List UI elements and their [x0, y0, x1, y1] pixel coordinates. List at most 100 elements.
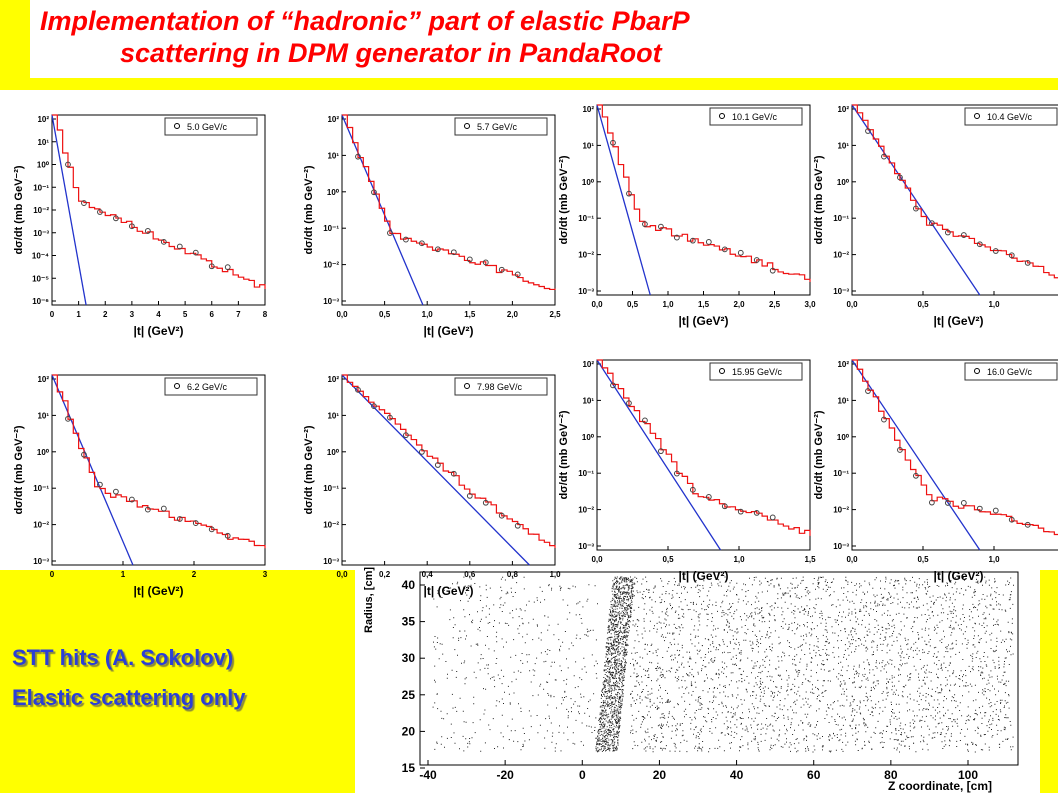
data-point — [737, 508, 744, 515]
y-tick-label: 10⁻³ — [323, 297, 339, 306]
data-point — [387, 230, 393, 236]
y-tick-label: 10⁻² — [578, 251, 594, 260]
data-point — [97, 209, 103, 215]
data-point — [944, 500, 951, 506]
legend-marker — [719, 368, 725, 374]
legend-text: 16.0 GeV/c — [987, 367, 1033, 377]
y-tick-label: 10⁻² — [833, 506, 849, 515]
y-tick-label: 10⁰ — [327, 188, 340, 197]
legend-text: 7.98 GeV/c — [477, 382, 523, 392]
y-tick-label: 10⁰ — [837, 178, 850, 187]
legend-box — [964, 107, 1058, 126]
plot-frame — [51, 114, 266, 306]
data-point — [466, 256, 473, 263]
histogram — [852, 104, 1058, 279]
plot-frame — [341, 374, 556, 566]
data-point — [992, 248, 999, 254]
plot-frame — [596, 104, 811, 296]
x-tick-label: 8 — [263, 310, 268, 319]
y-tick-label: 10⁻³ — [33, 229, 49, 238]
y-tick-label: 10⁻¹ — [323, 224, 339, 233]
data-point — [689, 486, 696, 493]
y-tick-label: 10⁻⁶ — [32, 297, 49, 306]
x-tick-label: 0,0 — [336, 570, 348, 579]
data-point — [355, 386, 361, 393]
legend-marker — [464, 123, 470, 129]
data-point — [928, 499, 935, 506]
data-point — [1008, 516, 1015, 523]
y-tick-label: 10¹ — [37, 411, 49, 420]
y-tick-label: 10¹ — [837, 396, 849, 405]
legend-box — [964, 362, 1058, 381]
data-point — [97, 481, 103, 488]
y-axis-label: dσ/dt (mb GeV⁻²) — [13, 165, 25, 254]
data-point — [881, 153, 887, 160]
legend-marker — [464, 383, 470, 389]
x-tick-label: 1 — [76, 310, 81, 319]
data-point — [434, 462, 441, 468]
legend-box — [454, 117, 548, 136]
x-tick-label: 3 — [130, 310, 135, 319]
data-point — [482, 499, 489, 506]
data-point — [689, 237, 696, 244]
y-tick-label: 10⁻³ — [578, 542, 594, 551]
data-point — [610, 382, 616, 389]
x-tick-label: 80 — [884, 768, 898, 782]
y-tick-label: 10⁰ — [582, 178, 595, 187]
y-tick-label: 10⁻⁴ — [32, 252, 49, 261]
y-tick-label: 10⁰ — [37, 161, 50, 170]
data-point — [371, 189, 377, 196]
legend-marker — [174, 383, 180, 389]
data-point — [658, 448, 664, 455]
data-point — [514, 522, 521, 529]
data-point — [144, 228, 151, 234]
data-point — [113, 488, 119, 495]
histogram — [597, 359, 811, 536]
x-tick-label: 0,5 — [917, 555, 929, 564]
data-point — [144, 506, 151, 513]
model-line — [596, 359, 722, 551]
y-tick-label: 10⁻³ — [33, 557, 49, 566]
y-tick-label: 10⁻¹ — [33, 183, 49, 192]
x-axis-label: |t| (GeV²) — [933, 569, 983, 583]
note: Elastic scattering only — [12, 685, 246, 710]
x-tick-label: 1,5 — [464, 310, 476, 319]
model-line — [341, 374, 530, 566]
x-tick-label: 2,0 — [733, 300, 745, 309]
x-tick-label: 0,0 — [846, 555, 858, 564]
model-line — [341, 114, 424, 306]
y-tick-label: 10⁻² — [33, 521, 49, 530]
y-axis-label: dσ/dt (mb GeV⁻²) — [558, 410, 570, 499]
legend-text: 10.1 GeV/c — [732, 112, 778, 122]
x-axis-label: |t| (GeV²) — [423, 584, 473, 598]
data-point — [65, 415, 71, 422]
y-tick-label: 10² — [327, 115, 339, 124]
legend-box — [164, 377, 258, 396]
x-tick-label: 7 — [236, 310, 241, 319]
legend-box — [454, 377, 548, 396]
y-tick-label: 10⁻¹ — [833, 469, 849, 478]
histogram — [852, 359, 1058, 536]
data-point — [913, 205, 919, 212]
note: STT hits (A. Sokolov) — [12, 645, 234, 670]
data-point — [642, 417, 648, 424]
x-tick-label: 4 — [156, 310, 161, 319]
y-tick-label: 10² — [327, 375, 339, 384]
data-point — [673, 470, 680, 477]
y-tick-label: 10¹ — [837, 141, 849, 150]
y-axis-label: dσ/dt (mb GeV⁻²) — [13, 425, 25, 514]
y-tick-label: 10¹ — [327, 411, 339, 420]
model-line — [51, 374, 134, 566]
data-point — [626, 400, 632, 407]
y-tick-label: 30 — [402, 651, 416, 665]
title-line: Implementation of “hadronic” part of ela… — [40, 6, 690, 36]
x-axis-label: Z coordinate, [cm] — [888, 779, 992, 793]
y-tick-label: 10⁰ — [37, 448, 50, 457]
x-axis-label: |t| (GeV²) — [133, 324, 183, 338]
data-point — [434, 246, 441, 253]
hit-dots — [432, 576, 1014, 753]
x-tick-label: 6 — [210, 310, 215, 319]
y-tick-label: 10⁻⁵ — [32, 274, 49, 283]
x-tick-label: 1 — [121, 570, 126, 579]
x-tick-label: 1,0 — [988, 300, 1000, 309]
